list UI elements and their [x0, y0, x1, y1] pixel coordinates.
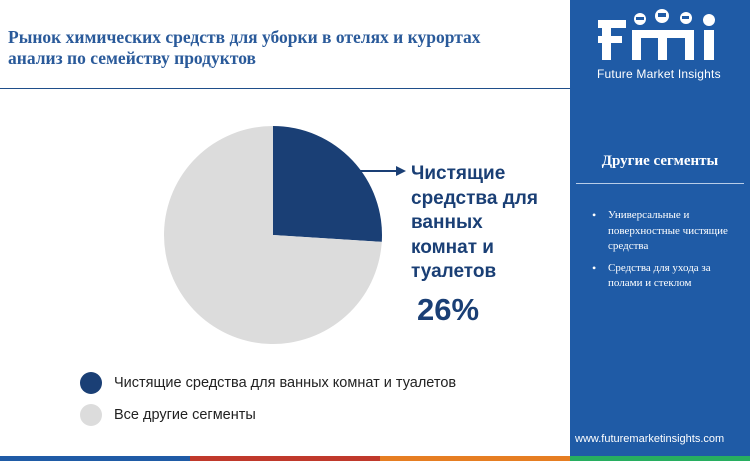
segment-list-item: Универсальные и поверхностные чистящие с… — [592, 208, 743, 255]
legend-swatch — [80, 404, 102, 426]
callout-label-line: комнат и — [411, 236, 494, 258]
title-line-1: Рынок химических средств для уборки в от… — [8, 27, 481, 47]
callout-label-line: ванных — [411, 212, 483, 233]
segment-list-item: Средства для ухода за полами и стеклом — [592, 261, 743, 292]
page-title: Рынок химических средств для уборки в от… — [8, 27, 568, 69]
fmi-logo-icon — [598, 9, 715, 60]
bottom-bar-segment — [0, 456, 190, 461]
legend-label: Чистящие средства для ванных комнат и ту… — [114, 375, 457, 391]
callout-arrow-icon — [360, 166, 406, 176]
legend-swatch — [80, 372, 102, 394]
bottom-color-bar — [0, 456, 750, 461]
callout-label-line: средства для — [411, 187, 538, 209]
sidebar-heading: Другие сегменты — [601, 153, 719, 169]
pie-slice-other-segments — [163, 126, 382, 344]
callout-label-line: туалетов — [411, 261, 497, 282]
pie-slice-bathroom-cleaners — [273, 126, 382, 242]
segment-list: Универсальные и поверхностные чистящие с… — [592, 208, 743, 298]
website-link[interactable]: www.futuremarketinsights.com — [575, 433, 725, 445]
sidebar: Future Market Insights Другие сегменты У… — [570, 0, 750, 461]
bottom-bar-segment — [570, 456, 750, 461]
title-divider — [0, 88, 570, 89]
legend-item: Все другие сегменты — [80, 404, 456, 426]
sidebar-divider — [576, 183, 744, 184]
logo-caption: Future Market Insights — [597, 67, 721, 81]
legend-label: Все другие сегменты — [114, 407, 256, 423]
chart-legend: Чистящие средства для ванных комнат и ту… — [80, 372, 456, 436]
callout-label-line: Чистящие — [411, 163, 506, 184]
pie-chart — [163, 126, 382, 344]
legend-item: Чистящие средства для ванных комнат и ту… — [80, 372, 456, 394]
callout-value: 26% — [417, 292, 480, 327]
bottom-bar-segment — [190, 456, 380, 461]
title-line-2: анализ по семейству продуктов — [8, 48, 256, 68]
bottom-bar-segment — [380, 456, 570, 461]
callout-label: Чистящие средства для ванных комнат и ту… — [411, 162, 561, 285]
fmi-logo: Future Market Insights — [570, 0, 750, 90]
